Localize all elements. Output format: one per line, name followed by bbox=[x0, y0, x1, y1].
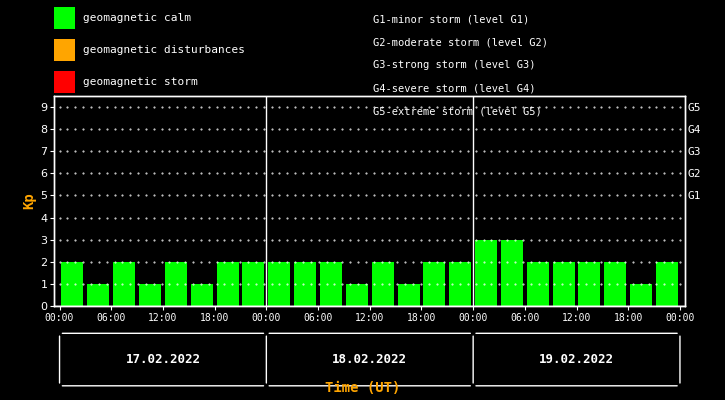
Text: Time (UT): Time (UT) bbox=[325, 381, 400, 395]
Bar bbox=[346, 284, 368, 306]
Text: G1-minor storm (level G1): G1-minor storm (level G1) bbox=[373, 14, 530, 24]
Bar bbox=[320, 262, 342, 306]
Y-axis label: Kp: Kp bbox=[22, 193, 36, 209]
Text: geomagnetic disturbances: geomagnetic disturbances bbox=[83, 45, 245, 55]
Bar bbox=[656, 262, 678, 306]
Bar bbox=[113, 262, 135, 306]
Bar bbox=[527, 262, 549, 306]
Bar bbox=[397, 284, 420, 306]
Bar bbox=[165, 262, 187, 306]
Bar bbox=[242, 262, 265, 306]
Bar bbox=[579, 262, 600, 306]
Text: geomagnetic calm: geomagnetic calm bbox=[83, 13, 191, 23]
Bar bbox=[450, 262, 471, 306]
Text: 18.02.2022: 18.02.2022 bbox=[332, 353, 407, 366]
Text: G3-strong storm (level G3): G3-strong storm (level G3) bbox=[373, 60, 536, 70]
Bar bbox=[139, 284, 161, 306]
Text: 17.02.2022: 17.02.2022 bbox=[125, 353, 200, 366]
Bar bbox=[475, 240, 497, 306]
Bar bbox=[268, 262, 290, 306]
Bar bbox=[191, 284, 212, 306]
Bar bbox=[372, 262, 394, 306]
Bar bbox=[605, 262, 626, 306]
Text: G4-severe storm (level G4): G4-severe storm (level G4) bbox=[373, 84, 536, 94]
Text: G2-moderate storm (level G2): G2-moderate storm (level G2) bbox=[373, 37, 548, 47]
Text: geomagnetic storm: geomagnetic storm bbox=[83, 77, 198, 87]
Bar bbox=[217, 262, 239, 306]
Text: G5-extreme storm (level G5): G5-extreme storm (level G5) bbox=[373, 107, 542, 117]
Bar bbox=[552, 262, 575, 306]
Bar bbox=[423, 262, 445, 306]
Bar bbox=[501, 240, 523, 306]
Text: 19.02.2022: 19.02.2022 bbox=[539, 353, 614, 366]
Bar bbox=[62, 262, 83, 306]
Bar bbox=[294, 262, 316, 306]
Bar bbox=[87, 284, 109, 306]
Bar bbox=[630, 284, 652, 306]
